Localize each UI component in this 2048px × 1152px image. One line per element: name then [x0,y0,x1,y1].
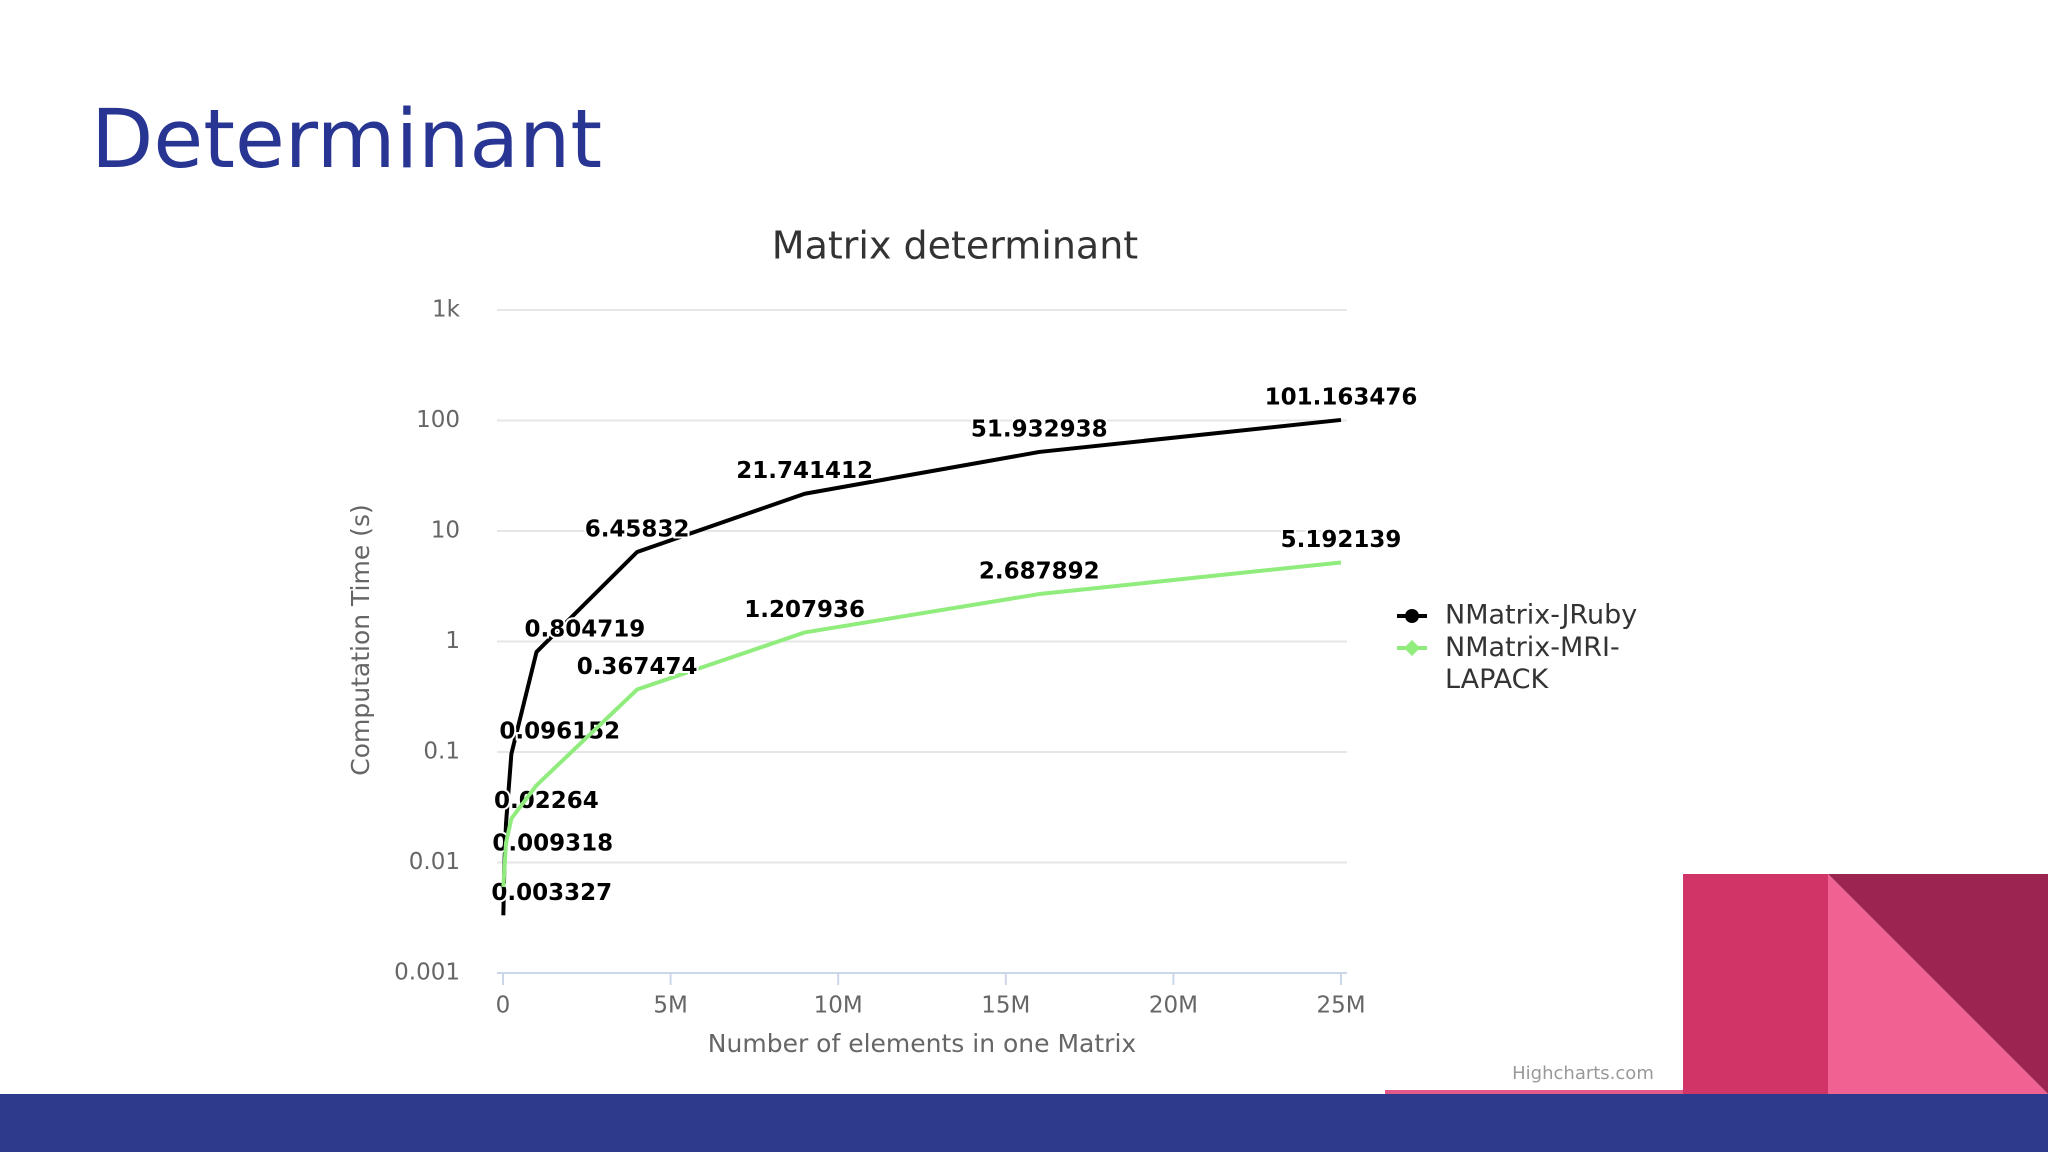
legend-label: NMatrix-JRuby [1445,600,1637,631]
y-tick-label: 0.1 [423,739,460,765]
y-tick-label: 0.01 [409,849,460,875]
x-tick-label: 10M [814,993,863,1019]
data-label: 0.02264 [494,788,599,814]
credit: Highcharts.com [1512,1063,1654,1084]
data-label: 101.163476 [1265,384,1418,410]
x-tick-label: 5M [653,993,687,1019]
data-label: 0.804719 [525,616,646,642]
data-label: 0.003327 [491,880,612,906]
x-tick-label: 25M [1316,993,1365,1019]
chart: 0.001 0.01 0.1 1 10 100 1k 0 5M 10M 15M 20M 25M 0.003… [394,297,1637,1019]
y-tick-label: 1 [445,628,460,654]
deco-block [1683,874,1828,1094]
series-line [501,560,1342,888]
x-tick-label: 0 [496,993,511,1019]
data-label: 51.932938 [971,416,1108,442]
legend-label: NMatrix-MRI-LAPACK [1445,632,1620,695]
x-tick-label: 15M [981,993,1030,1019]
data-label: 0.367474 [577,654,698,680]
y-tick-label: 1k [432,297,461,323]
x-tick-label: 20M [1149,993,1198,1019]
y-tick-label: 100 [416,407,460,433]
y-axis-label: Computation Time (s) [346,504,375,775]
data-label: 5.192139 [1281,527,1402,553]
y-tick-label: 0.001 [394,960,460,986]
data-label: 0.009318 [492,830,613,856]
y-tick-label: 10 [431,518,460,544]
slide-title: Determinant [91,93,602,187]
data-label: 6.45832 [585,516,690,542]
legend-marker [1404,640,1420,656]
chart-title: Matrix determinant [772,224,1138,268]
accent-line [1385,1090,1685,1094]
deco-triangle [1828,874,2048,1094]
x-axis-label: Number of elements in one Matrix [708,1029,1136,1058]
legend-marker [1405,609,1419,623]
footer-bar [0,1094,2048,1152]
data-label: 2.687892 [979,559,1100,585]
data-label: 21.741412 [736,458,873,484]
data-label: 1.207936 [744,597,865,623]
